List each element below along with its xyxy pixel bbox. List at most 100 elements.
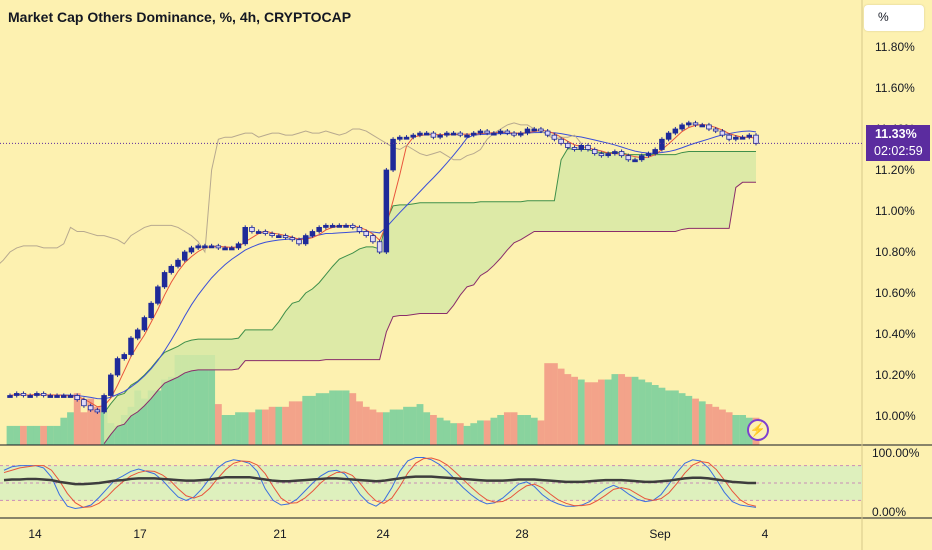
candle-body: [343, 224, 349, 228]
volume-bar: [67, 412, 74, 445]
volume-bar: [288, 401, 296, 445]
candle-body: [27, 395, 33, 398]
leading-span-b: [103, 181, 756, 444]
flash-icon[interactable]: ⚡: [747, 419, 769, 441]
x-tick-label: 28: [515, 527, 529, 541]
candle-body: [168, 265, 175, 273]
current-price-badge: 11.33% 02:02:59: [866, 125, 930, 161]
volume-bar: [181, 355, 189, 445]
volume-bar: [477, 420, 484, 445]
volume-bar: [651, 385, 659, 445]
volume-bar: [698, 401, 706, 445]
candle-body: [87, 405, 94, 411]
volume-bar: [510, 412, 518, 445]
candle-body: [101, 395, 107, 413]
volume-bar: [275, 406, 283, 445]
volume-bar: [611, 374, 619, 445]
volume-bar: [147, 390, 155, 445]
candle-body: [659, 138, 665, 150]
candle-body: [538, 128, 544, 132]
volume-bar: [685, 395, 693, 445]
volume-bar: [46, 425, 54, 445]
volume-bar: [114, 425, 121, 445]
volume-bar: [120, 415, 128, 445]
unit-toggle-button[interactable]: %: [864, 5, 924, 31]
volume-bar: [295, 401, 303, 445]
volume-bar: [436, 417, 444, 445]
candle-body: [289, 237, 296, 241]
candle-body: [296, 239, 302, 245]
volume-bar: [705, 404, 713, 445]
candle-body: [544, 130, 551, 136]
candle-body: [565, 142, 571, 148]
volume-bar: [470, 423, 478, 445]
bar-countdown: 02:02:59: [874, 144, 923, 158]
volume-bar: [564, 374, 572, 445]
volume-bar: [228, 415, 236, 445]
volume-bar: [194, 355, 202, 445]
volume-bar: [40, 425, 48, 445]
candle-body: [504, 130, 511, 134]
candle-body: [81, 399, 87, 407]
candle-body: [54, 395, 60, 398]
volume-bar: [235, 412, 242, 445]
candle-body: [403, 136, 410, 140]
volume-bar: [423, 412, 431, 445]
volume-bar: [201, 355, 209, 445]
volume-bar: [73, 393, 81, 445]
candle-body: [316, 226, 322, 232]
volume-bar: [382, 412, 390, 445]
candle-body: [13, 393, 20, 396]
candle-body: [195, 245, 201, 249]
volume-bar: [483, 420, 491, 445]
candle-body: [585, 144, 591, 150]
candle-body: [410, 134, 416, 138]
candle-body: [430, 132, 437, 138]
volume-bar: [403, 406, 410, 445]
candle-body: [423, 132, 430, 136]
y-tick-label: 10.00%: [875, 409, 916, 423]
candle-body: [645, 153, 652, 157]
candle-body: [20, 393, 27, 396]
conversion-line-red: [9, 123, 757, 408]
candle-body: [733, 136, 739, 140]
volume-bar: [302, 395, 310, 445]
candle-body: [67, 395, 74, 398]
y-tick-label: 10.40%: [875, 327, 916, 341]
volume-bar: [409, 406, 417, 445]
candle-body: [531, 128, 537, 132]
candle-body: [692, 122, 699, 126]
volume-bar: [167, 376, 175, 445]
volume-bar: [692, 398, 699, 445]
volume-bar: [598, 379, 605, 445]
candle-body: [215, 245, 222, 249]
x-tick-label: 24: [376, 527, 390, 541]
candle-body: [390, 138, 396, 171]
candle-body: [417, 132, 423, 136]
candle-body: [578, 144, 585, 150]
x-tick-label: 4: [762, 527, 769, 541]
volume-bar: [13, 425, 21, 445]
candle-body: [181, 251, 188, 261]
volume-bar: [33, 425, 41, 445]
candle-body: [598, 153, 605, 157]
volume-bar: [591, 382, 599, 445]
volume-bar: [376, 412, 384, 445]
volume-bar: [141, 398, 148, 445]
candle-body: [363, 231, 369, 236]
y-tick-label: 11.80%: [875, 40, 915, 54]
candle-body: [255, 231, 262, 234]
volume-bar: [732, 415, 740, 445]
candle-body: [464, 134, 470, 138]
volume-bar: [329, 390, 337, 445]
volume-bar: [443, 420, 451, 445]
volume-bar: [208, 355, 216, 445]
volume-bar: [618, 374, 626, 445]
candle-body: [679, 124, 685, 130]
candlesticks: [7, 120, 759, 414]
volume-bar: [6, 425, 14, 445]
volume-bar: [174, 355, 182, 445]
candle-body: [356, 226, 363, 232]
candle-body: [712, 128, 719, 132]
